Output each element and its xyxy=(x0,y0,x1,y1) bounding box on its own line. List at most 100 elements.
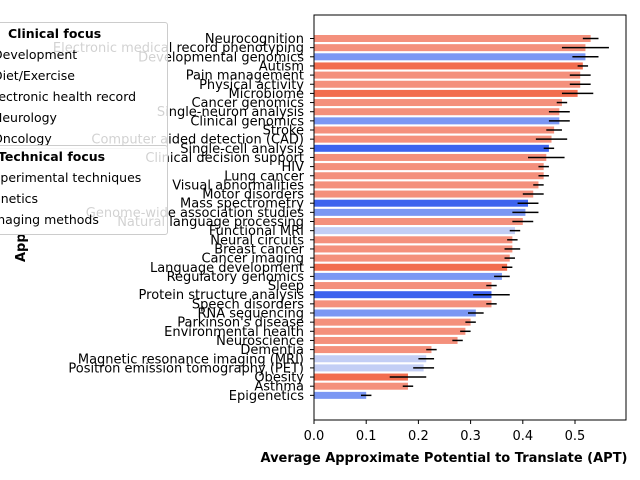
legend-item: Neurology xyxy=(0,110,57,125)
bar xyxy=(314,135,552,143)
error-bars-group xyxy=(360,37,609,397)
bar xyxy=(314,336,458,344)
bar xyxy=(314,99,562,107)
x-tick-label: 0.5 xyxy=(565,429,586,444)
y-tick-label: Motor disorders xyxy=(202,188,304,203)
y-tick-label: HIV xyxy=(281,160,304,175)
y-tick-label: Physical activity xyxy=(199,78,304,93)
y-tick-label: Dementia xyxy=(240,343,304,358)
y-tick-label: Stroke xyxy=(263,124,304,139)
x-tick-label: 0.0 xyxy=(304,429,325,444)
bar xyxy=(314,318,471,326)
bar xyxy=(314,62,583,70)
y-tick-label: Clinical genomics xyxy=(190,114,304,129)
y-tick-label: Magnetic resonance imaging (MRI) xyxy=(78,352,304,367)
y-tick-label: Functional MRI xyxy=(209,224,304,239)
bar xyxy=(314,53,586,61)
bar xyxy=(314,190,534,198)
bar xyxy=(314,71,581,79)
y-tick-label: Clinical decision support xyxy=(145,151,304,166)
bar xyxy=(314,300,492,308)
bar xyxy=(314,236,513,244)
y-tick-label: Environmental health xyxy=(164,325,304,340)
legend-title-technical: Technical focus xyxy=(0,149,106,164)
bar xyxy=(314,272,502,280)
bar xyxy=(314,282,492,290)
bar xyxy=(314,227,515,235)
bar xyxy=(314,80,581,88)
bar xyxy=(314,327,466,335)
y-axis-label: App xyxy=(14,233,29,262)
bar xyxy=(314,355,427,363)
bar xyxy=(314,44,586,52)
bar xyxy=(314,89,578,97)
x-axis-label: Average Approximate Potential to Transla… xyxy=(260,451,627,466)
y-tick-label: Visual abnormalities xyxy=(172,178,304,193)
bar xyxy=(314,263,508,271)
bar xyxy=(314,291,492,299)
bar xyxy=(314,373,408,381)
y-tick-label: Sleep xyxy=(268,279,304,294)
legend-item: Development xyxy=(0,47,78,62)
y-tick-label: Cancer genomics xyxy=(191,96,304,111)
y-tick-label: Lung cancer xyxy=(224,169,304,184)
bars-group xyxy=(314,35,591,399)
bar xyxy=(314,126,555,134)
bar xyxy=(314,172,544,180)
bar xyxy=(314,35,591,42)
legend-clinical: Clinical focus Development Diet/Exercise… xyxy=(0,22,168,149)
bar xyxy=(314,163,544,171)
y-tick-label: Obesity xyxy=(254,371,304,386)
y-tick-label: Regulatory genomics xyxy=(167,270,305,285)
y-tick-label: Single-neuron analysis xyxy=(157,105,304,120)
y-tick-label: Positron emission tomography (PET) xyxy=(68,361,304,376)
y-tick-label: Breast cancer xyxy=(214,242,304,257)
legend-item: Electronic health record xyxy=(0,89,137,104)
x-tick-label: 0.3 xyxy=(460,429,481,444)
y-tick-label: Microbiome xyxy=(229,87,304,102)
y-tick-label: Language development xyxy=(150,261,304,276)
legend-item: xperimental techniques xyxy=(0,170,142,185)
x-tick-label: 0.4 xyxy=(512,429,533,444)
y-tick-label: Parkinson's disease xyxy=(177,316,304,331)
y-tick-label: Pain management xyxy=(186,69,304,84)
y-tick-label: Speech disorders xyxy=(192,297,304,312)
bar xyxy=(314,108,560,116)
bar xyxy=(314,364,424,372)
bar xyxy=(314,245,513,253)
bar xyxy=(314,199,529,207)
legend-item: enetics xyxy=(0,191,39,206)
y-tick-label: Single-cell analysis xyxy=(180,142,304,157)
y-tick-label: Neuroscience xyxy=(216,334,304,349)
y-tick-label: Asthma xyxy=(254,380,304,395)
y-tick-label: Developmental genomics xyxy=(138,50,304,65)
x-ticks: 0.0 0.1 0.2 0.3 0.4 0.5 xyxy=(304,420,586,444)
legend-item: Oncology xyxy=(0,131,52,146)
bar xyxy=(314,346,432,354)
y-tick-label: Autism xyxy=(259,59,304,74)
y-tick-label: Neural circuits xyxy=(210,233,304,248)
bar xyxy=(314,208,526,216)
x-tick-label: 0.1 xyxy=(356,429,377,444)
legend-title-clinical: Clinical focus xyxy=(8,26,102,41)
y-tick-label: Epigenetics xyxy=(229,389,304,404)
y-tick-label: Protein structure analysis xyxy=(139,288,305,303)
y-tick-label: Cancer imaging xyxy=(201,252,304,267)
x-tick-label: 0.2 xyxy=(408,429,429,444)
bar xyxy=(314,309,476,317)
plot-frame xyxy=(313,14,627,421)
bar xyxy=(314,382,408,390)
y-tick-label: Mass spectrometry xyxy=(180,197,304,212)
bar xyxy=(314,153,547,161)
y-tick-label: Neurocognition xyxy=(205,32,304,47)
legend-item: maging methods xyxy=(0,212,99,227)
y-tick-label: RNA sequencing xyxy=(197,307,304,322)
bar xyxy=(314,254,510,262)
bar xyxy=(314,144,549,152)
bar xyxy=(314,117,560,125)
legend-item: Diet/Exercise xyxy=(0,68,75,83)
bar xyxy=(314,181,539,189)
bar xyxy=(314,391,367,399)
